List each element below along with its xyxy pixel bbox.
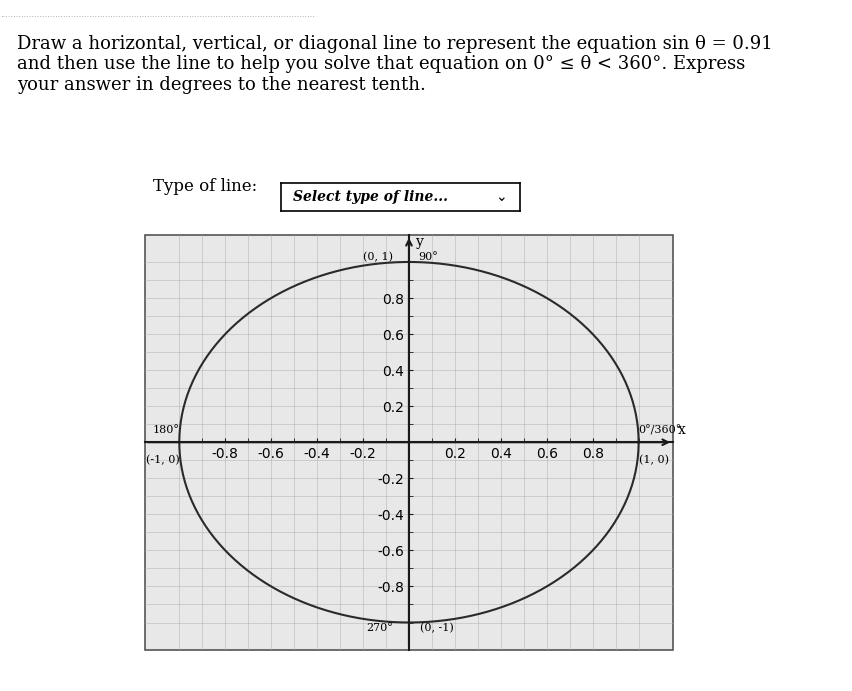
Text: (-1, 0): (-1, 0)	[146, 455, 179, 465]
Text: 90°: 90°	[418, 252, 438, 262]
Text: Draw a horizontal, vertical, or diagonal line to represent the equation sin θ = : Draw a horizontal, vertical, or diagonal…	[17, 35, 773, 94]
Text: (0, -1): (0, -1)	[420, 623, 454, 633]
Text: Select type of line...: Select type of line...	[293, 190, 448, 204]
Text: x: x	[677, 423, 686, 437]
Text: ⌄: ⌄	[495, 190, 506, 204]
Text: 270°: 270°	[366, 623, 393, 632]
Text: 180°: 180°	[153, 425, 179, 435]
Text: ................................................................................: ........................................…	[0, 10, 315, 19]
Text: Type of line:: Type of line:	[153, 178, 257, 195]
Text: (0, 1): (0, 1)	[363, 252, 393, 262]
Text: (1, 0): (1, 0)	[639, 455, 669, 465]
Text: y: y	[416, 235, 423, 249]
Text: 0°/360°: 0°/360°	[639, 425, 682, 435]
